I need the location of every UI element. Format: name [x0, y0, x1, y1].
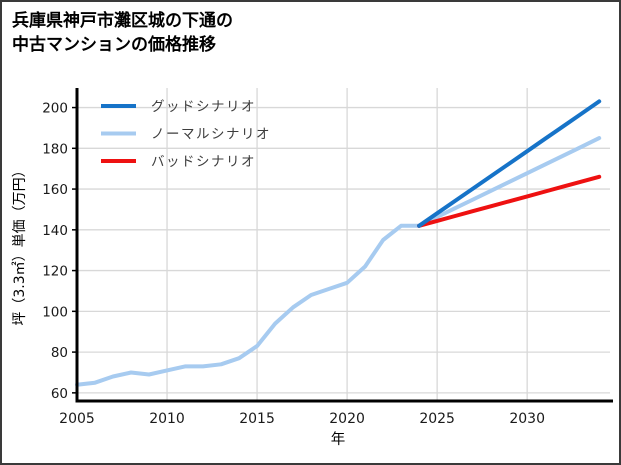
y-tick-label-180: 180 [42, 141, 68, 157]
legend-label-bad-scenario: バッドシナリオ [151, 154, 256, 170]
x-axis-label: 年 [331, 431, 346, 448]
y-tick-label-100: 100 [42, 304, 68, 320]
series-line-normal-scenario [75, 136, 602, 387]
series-line-good-scenario [417, 99, 602, 228]
chart-title: 兵庫県神戸市灘区城の下通の 中古マンションの価格推移 [12, 9, 233, 57]
legend-label-normal-scenario: ノーマルシナリオ [151, 127, 271, 143]
x-tick-label-2025: 2025 [419, 411, 455, 427]
y-tick-label-80: 80 [51, 345, 68, 361]
legend-item-normal-scenario: ノーマルシナリオ [101, 127, 271, 143]
x-tick-label-2010: 2010 [149, 411, 185, 427]
chart-title-line1: 兵庫県神戸市灘区城の下通の [12, 11, 233, 31]
x-tick-label-2030: 2030 [509, 411, 545, 427]
x-tick-label-2005: 2005 [59, 411, 95, 427]
y-tick-label-140: 140 [42, 223, 68, 239]
series-line-bad-scenario [417, 174, 602, 228]
y-tick-label-60: 60 [51, 386, 68, 402]
y-tick-label-200: 200 [42, 101, 68, 117]
y-tick-label-120: 120 [42, 264, 68, 280]
chart-title-line2: 中古マンションの価格推移 [12, 35, 216, 56]
x-tick-label-2020: 2020 [329, 411, 365, 427]
legend-item-good-scenario: グッドシナリオ [101, 99, 256, 115]
x-tick-label-2015: 2015 [239, 411, 275, 427]
y-axis-label: 坪（3.3㎡）単価（万円） [12, 163, 28, 325]
y-tick-label-160: 160 [42, 182, 68, 198]
legend-item-bad-scenario: バッドシナリオ [101, 154, 256, 170]
legend-label-good-scenario: グッドシナリオ [151, 99, 256, 115]
